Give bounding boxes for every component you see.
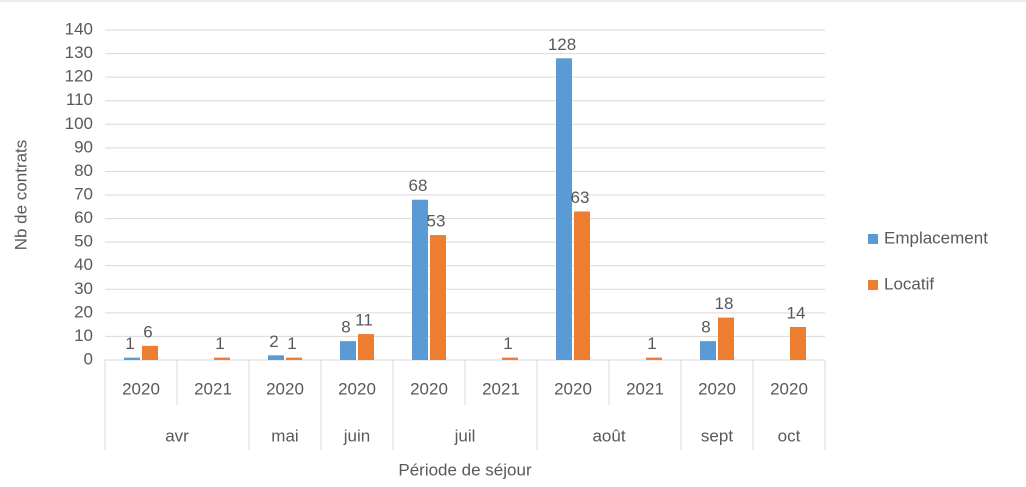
x-tick-label: 2020 xyxy=(410,379,448,398)
group-label: avr xyxy=(165,426,189,445)
bar xyxy=(574,211,590,360)
data-label: 14 xyxy=(787,303,806,322)
x-tick-label: 2021 xyxy=(482,379,520,398)
bar xyxy=(268,355,284,360)
y-tick-label: 120 xyxy=(65,67,93,86)
bar xyxy=(412,199,428,360)
x-tick-label: 2021 xyxy=(194,379,232,398)
data-label: 53 xyxy=(427,212,446,231)
bar xyxy=(718,317,734,360)
bar xyxy=(124,357,140,360)
legend-label: Locatif xyxy=(884,274,934,293)
bar xyxy=(286,357,302,360)
y-tick-label: 70 xyxy=(74,184,93,203)
group-label: août xyxy=(592,426,625,445)
legend-swatch xyxy=(868,234,878,244)
y-tick-label: 40 xyxy=(74,255,93,274)
data-label: 128 xyxy=(548,35,576,54)
data-label: 63 xyxy=(571,188,590,207)
x-tick-label: 2020 xyxy=(338,379,376,398)
y-tick-label: 60 xyxy=(74,208,93,227)
x-tick-label: 2020 xyxy=(266,379,304,398)
bar xyxy=(430,235,446,360)
x-axis-title: Période de séjour xyxy=(398,460,532,479)
y-tick-label: 50 xyxy=(74,232,93,251)
data-label: 18 xyxy=(715,294,734,313)
data-label: 6 xyxy=(143,322,152,341)
data-label: 1 xyxy=(125,334,134,353)
bar xyxy=(646,357,662,360)
y-axis-title: Nb de contrats xyxy=(11,140,30,251)
y-tick-label: 30 xyxy=(74,279,93,298)
data-label: 1 xyxy=(287,334,296,353)
bar xyxy=(502,357,518,360)
bar xyxy=(142,345,158,360)
data-label: 8 xyxy=(341,318,350,337)
y-tick-label: 90 xyxy=(74,137,93,156)
x-tick-label: 2020 xyxy=(770,379,808,398)
group-label: oct xyxy=(778,426,801,445)
y-tick-label: 80 xyxy=(74,161,93,180)
data-label: 1 xyxy=(503,334,512,353)
y-tick-label: 140 xyxy=(65,19,93,38)
data-label: 68 xyxy=(409,176,428,195)
y-tick-label: 110 xyxy=(66,90,93,109)
legend-swatch xyxy=(868,280,878,290)
data-label: 1 xyxy=(215,334,224,353)
x-tick-label: 2020 xyxy=(122,379,160,398)
bar xyxy=(700,341,716,360)
y-tick-label: 20 xyxy=(74,302,93,321)
data-label: 1 xyxy=(647,334,656,353)
group-label: juil xyxy=(454,426,476,445)
y-tick-label: 10 xyxy=(74,326,93,345)
bar xyxy=(790,327,806,360)
data-label: 2 xyxy=(269,332,278,351)
x-tick-label: 2020 xyxy=(554,379,592,398)
bar xyxy=(556,58,572,361)
data-label: 11 xyxy=(355,311,373,330)
group-label: mai xyxy=(271,426,298,445)
legend-label: Emplacement xyxy=(884,228,988,247)
x-tick-label: 2020 xyxy=(698,379,736,398)
y-tick-label: 130 xyxy=(65,43,93,62)
data-label: 8 xyxy=(701,318,710,337)
bar xyxy=(358,334,374,360)
group-label: sept xyxy=(701,426,733,445)
x-tick-label: 2021 xyxy=(626,379,664,398)
y-tick-label: 0 xyxy=(84,349,93,368)
y-tick-label: 100 xyxy=(65,114,93,133)
bar xyxy=(214,357,230,360)
group-label: juin xyxy=(343,426,370,445)
bar xyxy=(340,341,356,360)
